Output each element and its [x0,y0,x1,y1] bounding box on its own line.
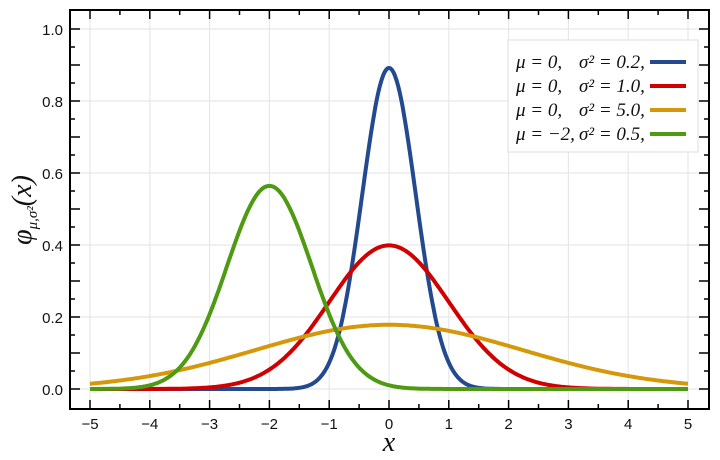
legend-mu-label: μ = 0, [515,76,562,97]
legend-variance-label: σ² = 5.0, [579,100,645,121]
series-line [89,322,689,386]
legend-variance-label: σ² = 0.5, [579,124,645,145]
y-axis-title-arg: (x) [7,175,38,206]
x-tick-label: 0 [385,416,393,433]
y-tick-label: 1.0 [42,22,63,39]
x-tick-label: 4 [624,416,632,433]
legend-variance-label: σ² = 1.0, [579,76,645,97]
y-axis-title-main: φ [7,229,38,245]
legend-mu-label: μ = 0, [515,52,562,73]
y-tick-label: 0.4 [42,238,63,255]
x-tick-label: −3 [201,416,218,433]
y-tick-label: 0.8 [42,94,63,111]
ticks: −5 −4 −3 −2 −1 0 1 2 3 4 5 0.0 0.2 0.4 0.6 0.8 1.0 [42,10,709,433]
legend-variance-label: σ² = 0.2, [579,52,645,73]
series-line [89,183,689,391]
x-tick-label: −2 [261,416,278,433]
x-tick-label: −1 [321,416,338,433]
x-tick-label: 1 [445,416,453,433]
y-tick-label: 0.6 [42,166,63,183]
x-tick-label: 5 [684,416,692,433]
y-axis-title: φμ,σ²(x) [7,175,41,245]
x-tick-label: −4 [141,416,158,433]
curves [89,65,689,391]
y-tick-label: 0.2 [42,310,63,327]
legend-mu-label: μ = 0, [515,100,562,121]
x-axis-title: x [382,427,396,458]
svg-text:φμ,σ²(x): φμ,σ²(x) [7,175,41,245]
x-tick-label: 2 [504,416,512,433]
x-tick-label: −5 [81,416,98,433]
legend: μ = 0, σ² = 0.2, μ = 0, σ² = 1.0, μ = 0, σ² =… [507,39,699,153]
legend-mu-label: μ = −2, [515,124,575,145]
y-tick-label: 0.0 [42,382,63,399]
x-tick-label: 3 [564,416,572,433]
y-axis-title-sub: μ,σ² [25,206,41,231]
